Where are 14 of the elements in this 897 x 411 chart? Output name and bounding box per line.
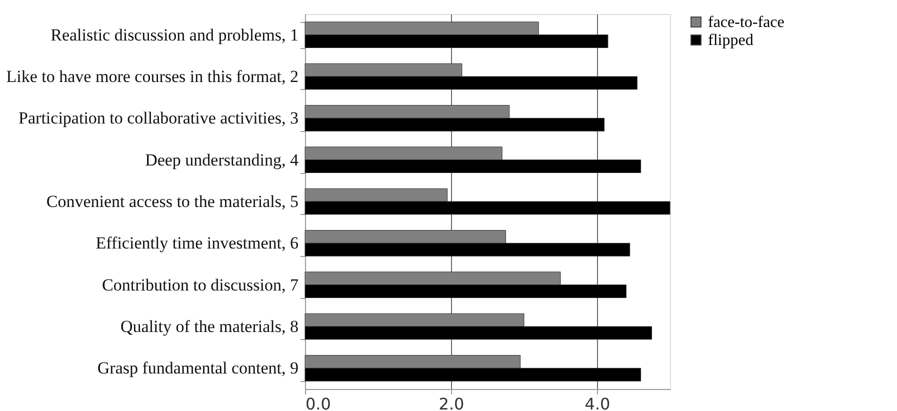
y-tick-label: Like to have more courses in this format, 2	[6, 67, 298, 86]
y-tick-label: Convenient access to the materials, 5	[46, 192, 298, 211]
legend-label: face-to-face	[708, 14, 784, 31]
x-tick-label: 2.0	[438, 394, 464, 411]
x-tick-label: 4.0	[584, 394, 610, 411]
y-tick-label: Grasp fundamental content, 9	[97, 358, 298, 378]
y-tick-label: Contribution to discussion, 7	[102, 275, 299, 294]
legend-label: flipped	[708, 32, 754, 49]
y-tick-label: Realistic discussion and problems, 1	[50, 25, 298, 44]
y-tick-label: Deep understanding, 4	[145, 150, 299, 170]
x-tick-label: 0.0	[306, 394, 331, 411]
y-tick-label: Efficiently time investment, 6	[96, 234, 298, 253]
y-tick-label: Participation to collaborative activities, 3	[18, 108, 298, 128]
y-tick-label: Quality of the materials, 8	[120, 317, 298, 336]
